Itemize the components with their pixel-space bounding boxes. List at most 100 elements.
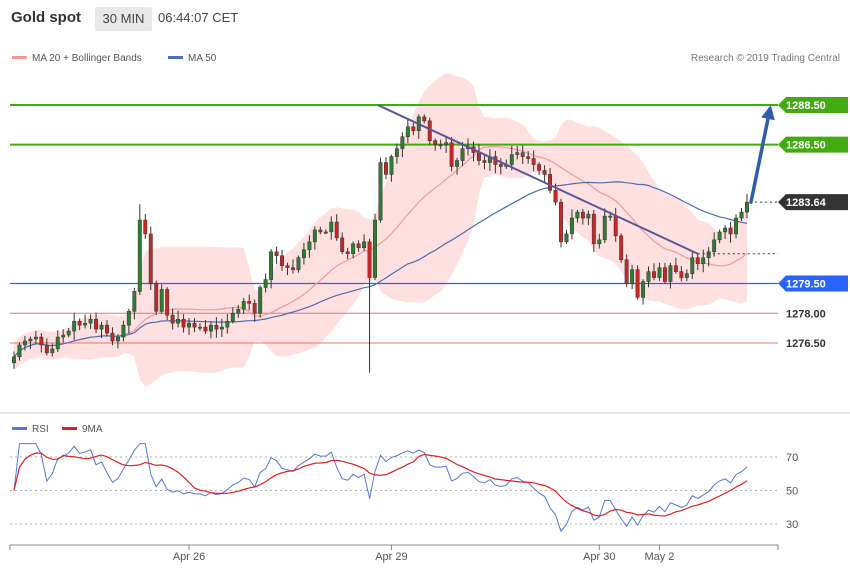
candle-body-93 bbox=[520, 152, 525, 157]
candle-body-43 bbox=[247, 301, 252, 304]
candle-body-115 bbox=[641, 281, 645, 298]
candle-body-19 bbox=[115, 336, 120, 342]
timeframe-button[interactable]: 30 MIN bbox=[95, 7, 152, 31]
forecast-arrow-head bbox=[761, 105, 775, 121]
candle-body-105 bbox=[586, 213, 591, 219]
candle-body-94 bbox=[526, 156, 531, 159]
candle-body-35 bbox=[203, 326, 208, 332]
candle-body-1 bbox=[17, 344, 22, 358]
annotations bbox=[377, 104, 778, 255]
candle-body-111 bbox=[619, 235, 624, 260]
legend-ma50-label: MA 50 bbox=[188, 53, 217, 64]
candle-body-113 bbox=[630, 269, 635, 284]
rsi-line bbox=[13, 443, 748, 533]
candle-body-50 bbox=[285, 265, 290, 268]
credit-text: Research © 2019 Trading Central bbox=[691, 53, 840, 64]
candle-body-106 bbox=[591, 213, 596, 245]
candle-body-9 bbox=[61, 334, 66, 338]
candle-body-128 bbox=[712, 239, 717, 253]
level-label-1286.50: 1286.50 bbox=[786, 140, 826, 152]
candle-body-8 bbox=[55, 336, 60, 350]
candle-body-25 bbox=[148, 233, 153, 284]
candle-body-18 bbox=[110, 332, 115, 342]
level-label-1279.50: 1279.50 bbox=[786, 279, 826, 291]
legend-ma20-label: MA 20 + Bollinger Bands bbox=[32, 53, 142, 64]
bollinger-band bbox=[14, 73, 747, 387]
candle-body-89 bbox=[498, 164, 503, 167]
downtrend-line bbox=[377, 104, 699, 255]
candle-body-99 bbox=[553, 190, 558, 203]
candle-body-102 bbox=[569, 217, 574, 235]
candle-body-11 bbox=[72, 320, 77, 332]
candle-body-57 bbox=[323, 231, 328, 234]
level-label-1278.00: 1278.00 bbox=[786, 308, 826, 320]
ma20-line bbox=[13, 145, 748, 358]
candle-body-100 bbox=[559, 201, 563, 243]
candle-body-59 bbox=[334, 221, 339, 239]
candle-body-13 bbox=[83, 322, 88, 326]
candle-body-69 bbox=[389, 156, 394, 175]
ma50-line bbox=[13, 181, 748, 358]
candle-body-107 bbox=[597, 239, 602, 245]
candle-body-49 bbox=[280, 255, 284, 266]
candle-body-71 bbox=[400, 136, 405, 149]
candle-body-114 bbox=[635, 269, 640, 298]
candle-body-75 bbox=[422, 116, 427, 122]
rsi-ma-line bbox=[13, 452, 748, 517]
candle-body-34 bbox=[198, 326, 202, 329]
candle-body-80 bbox=[449, 142, 454, 167]
candle-body-134 bbox=[745, 201, 749, 213]
candle-body-39 bbox=[225, 320, 230, 328]
candle-body-122 bbox=[679, 271, 684, 278]
level-tag-1286.50 bbox=[778, 136, 848, 153]
candle-body-12 bbox=[77, 320, 82, 326]
candle-body-5 bbox=[39, 336, 44, 346]
candle-body-82 bbox=[460, 148, 465, 161]
candle-body-108 bbox=[602, 215, 607, 241]
candle-body-61 bbox=[345, 251, 350, 254]
candle-body-77 bbox=[433, 140, 438, 145]
candle-body-29 bbox=[170, 314, 175, 324]
candle-body-104 bbox=[580, 211, 585, 219]
candle-body-58 bbox=[329, 221, 334, 233]
candle-body-27 bbox=[159, 289, 164, 312]
clock-readout: 06:44:07 CET bbox=[158, 10, 239, 25]
candle-body-125 bbox=[695, 257, 700, 264]
current-price-tag bbox=[778, 194, 848, 211]
candle-body-64 bbox=[362, 241, 367, 249]
candle-body-2 bbox=[22, 340, 27, 346]
bollinger-band-fill bbox=[14, 73, 747, 387]
candle-body-91 bbox=[509, 154, 514, 165]
candle-body-44 bbox=[252, 303, 257, 314]
candle-body-23 bbox=[137, 219, 142, 292]
current-price-label: 1283.64 bbox=[786, 197, 827, 209]
candle-body-92 bbox=[515, 152, 520, 155]
rsi-tick-70: 70 bbox=[786, 452, 798, 464]
candle-body-38 bbox=[219, 326, 224, 330]
candle-body-98 bbox=[548, 174, 553, 191]
candle-body-103 bbox=[575, 211, 580, 219]
candle-body-24 bbox=[143, 219, 148, 235]
legend-ma20-swatch bbox=[12, 56, 27, 59]
candle-body-40 bbox=[230, 313, 235, 322]
candle-body-6 bbox=[44, 344, 49, 354]
candle-body-109 bbox=[608, 215, 613, 218]
candle-body-32 bbox=[187, 322, 191, 328]
candle-body-3 bbox=[28, 338, 33, 342]
candle-body-33 bbox=[192, 322, 197, 328]
rsi-tick-30: 30 bbox=[786, 519, 798, 531]
candle-body-16 bbox=[99, 324, 104, 330]
candle-body-129 bbox=[717, 231, 722, 241]
candle-body-48 bbox=[274, 251, 279, 256]
candle-body-41 bbox=[236, 309, 241, 314]
price-labels: 1288.50 1286.50 1279.50 1278.00 1276.50 1283.… bbox=[778, 97, 848, 350]
candle-body-52 bbox=[296, 257, 301, 270]
candle-body-85 bbox=[477, 152, 481, 161]
legend-rsi-swatch bbox=[12, 427, 27, 430]
candle-body-67 bbox=[378, 162, 383, 221]
candle-body-21 bbox=[126, 311, 131, 326]
moving-averages bbox=[13, 145, 748, 358]
x-axis: Apr 26 Apr 29 Apr 30 May 2 bbox=[9, 545, 779, 563]
candle-body-120 bbox=[668, 265, 673, 282]
candle-body-20 bbox=[121, 324, 126, 338]
